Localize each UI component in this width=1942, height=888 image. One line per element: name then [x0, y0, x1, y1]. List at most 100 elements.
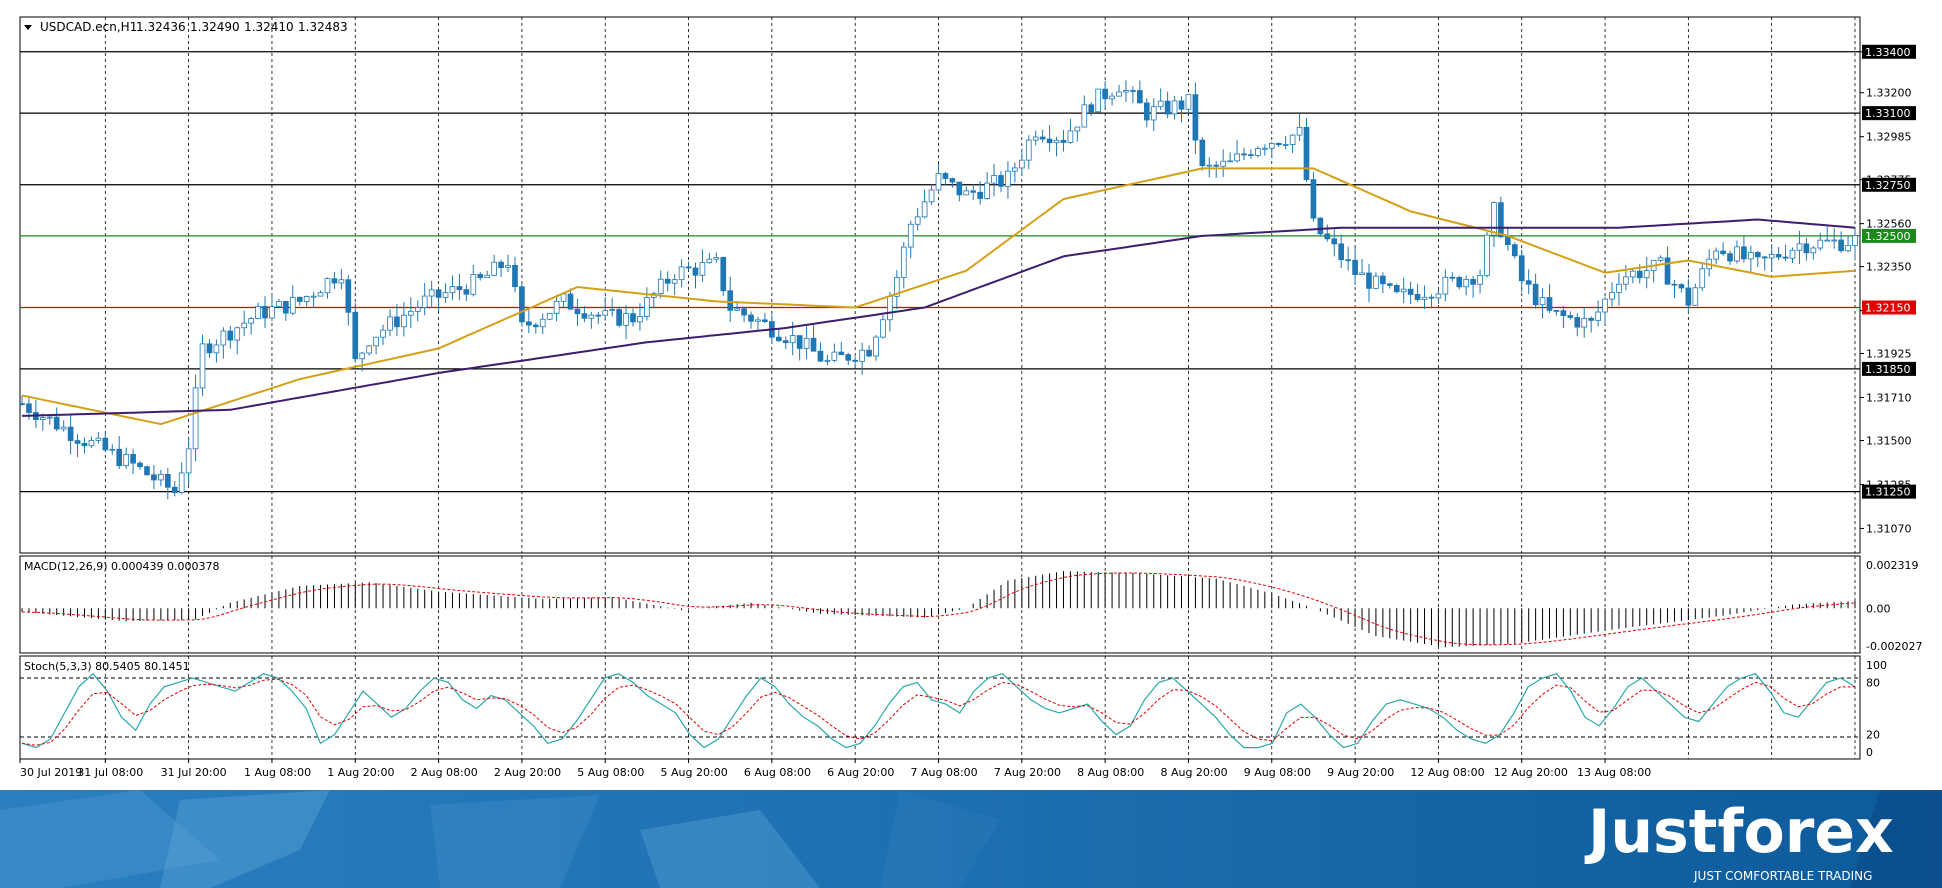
candle-body: [1754, 252, 1761, 258]
candle-body: [428, 289, 435, 297]
candle-body: [1032, 136, 1039, 141]
candle-body: [1067, 130, 1074, 143]
stoch-tick-label: 100: [1866, 659, 1887, 672]
candle-body: [1734, 246, 1740, 262]
decorative-shape: [160, 790, 330, 888]
candle-body: [838, 351, 845, 356]
candle-body: [1053, 139, 1060, 144]
candle-body: [1116, 91, 1122, 97]
candle-body: [81, 442, 88, 447]
candle-body: [796, 335, 803, 349]
price-tick-label: 1.31925: [1866, 348, 1912, 361]
candle-body: [782, 340, 789, 344]
candle-body: [505, 264, 511, 269]
candle-body: [644, 296, 650, 317]
candle-body: [1741, 246, 1747, 260]
candle-body: [1081, 104, 1088, 128]
candle-body: [887, 295, 893, 321]
candle-body: [956, 181, 963, 196]
candle-body: [734, 308, 740, 311]
candle-body: [1213, 164, 1220, 167]
candle-body: [74, 440, 81, 444]
candle-body: [213, 344, 220, 354]
candle-body: [1428, 296, 1435, 299]
candle-body: [262, 305, 268, 319]
candle-body: [775, 336, 782, 342]
candle-body: [949, 178, 956, 183]
time-tick-label: 7 Aug 08:00: [911, 766, 978, 779]
candle-body: [296, 296, 303, 302]
time-tick-label: 12 Aug 20:00: [1494, 766, 1568, 779]
candle-body: [1609, 292, 1615, 300]
level-label: 1.33400: [1865, 46, 1911, 59]
candle-body: [88, 439, 95, 447]
candle-body: [574, 308, 581, 315]
candle-body: [241, 322, 248, 329]
decorative-shape: [880, 790, 1000, 888]
candle-body: [1060, 139, 1067, 143]
candle-body: [1692, 287, 1699, 306]
candle-body: [1289, 134, 1296, 145]
candle-body: [1130, 90, 1136, 92]
candle-body: [1518, 255, 1525, 282]
candle-body: [1241, 153, 1247, 156]
candle-body: [921, 201, 928, 218]
level-label-box: [1862, 484, 1916, 499]
candle-body: [477, 274, 484, 279]
candle-body: [303, 296, 310, 302]
candle-body: [546, 312, 553, 320]
candle-body: [1595, 311, 1601, 321]
stoch-tick-label: 0: [1866, 746, 1873, 759]
candle-body: [317, 292, 324, 297]
candle-body: [1157, 100, 1164, 108]
candle-body: [637, 316, 643, 323]
time-tick-label: 1 Aug 08:00: [244, 766, 311, 779]
candle-body: [366, 345, 372, 354]
candle-body: [914, 216, 921, 225]
candle-body: [894, 277, 900, 297]
candle-body: [1505, 236, 1511, 246]
brand-logo: Justforex: [1584, 797, 1894, 867]
candle-body: [1727, 253, 1733, 262]
level-labels: 1.33400 1.33100 1.32750 1.32500 1.32150 1.318…: [1862, 44, 1916, 499]
candle-body: [963, 190, 970, 196]
macd-axis: 0.002319 0.00 -0.002027: [1866, 559, 1922, 653]
candle-body: [581, 313, 588, 319]
level-label: 1.31850: [1865, 363, 1911, 376]
time-tick-label: 8 Aug 20:00: [1160, 766, 1227, 779]
candle-body: [491, 261, 497, 276]
decorative-shape: [0, 790, 220, 888]
candle-body: [1616, 283, 1622, 293]
candle-body: [463, 289, 470, 295]
time-tick-label: 2 Aug 08:00: [411, 766, 478, 779]
candle-body: [1560, 310, 1567, 316]
candle-body: [1102, 88, 1108, 100]
time-tick-label: 12 Aug 08:00: [1410, 766, 1484, 779]
candle-body: [1199, 139, 1206, 167]
candle-body: [1525, 280, 1532, 285]
collapse-triangle-icon[interactable]: [24, 25, 32, 30]
candle-body: [1484, 234, 1490, 276]
candle-body: [164, 473, 171, 488]
time-tick-label: 13 Aug 08:00: [1577, 766, 1651, 779]
candle-body: [1261, 147, 1268, 150]
candle-body: [991, 175, 997, 184]
brand-banner: Justforex JUST COMFORTABLE TRADING: [0, 790, 1942, 888]
level-label-box: [1862, 300, 1916, 315]
candle-body: [859, 349, 865, 362]
candle-body: [380, 329, 386, 338]
candle-body: [706, 258, 713, 263]
candle-body: [553, 300, 560, 314]
candle-body: [1588, 317, 1594, 321]
candle-body: [401, 314, 407, 328]
candle-body: [1810, 247, 1817, 254]
macd-signal-line: [21, 572, 1856, 646]
macd-pane: 0.002319 0.00 -0.002027 MACD(12,26,9) 0.00…: [19, 555, 1922, 654]
decorative-shape: [640, 810, 820, 888]
candle-body: [67, 426, 74, 441]
candle-body: [685, 266, 692, 269]
time-tick-label: 31 Jul 08:00: [77, 766, 143, 779]
candle-body: [484, 274, 491, 279]
candle-body: [1803, 243, 1810, 254]
candle-body: [1192, 94, 1199, 141]
